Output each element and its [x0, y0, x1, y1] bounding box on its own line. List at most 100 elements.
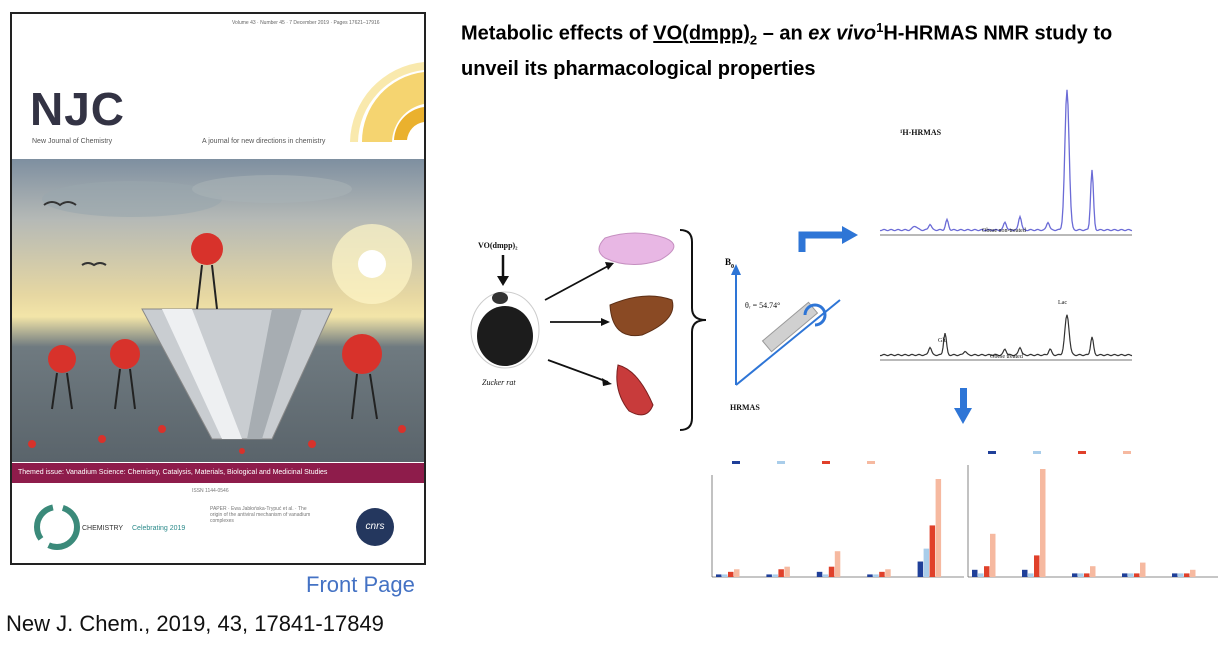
peak-glu-bottom: Glu	[938, 338, 947, 344]
hrmas-label: HRMAS	[730, 403, 760, 412]
rat-label: Zucker rat	[482, 378, 516, 387]
article-title: Metabolic effects of VO(dmpp)2 – an ex v…	[461, 13, 1221, 84]
spectrum-top-caption: Obese non-treated	[982, 228, 1026, 234]
arrow-to-muscle	[547, 359, 609, 383]
chart-bar	[1122, 573, 1128, 577]
chart-bar	[784, 566, 790, 577]
title-sup: 1	[876, 20, 884, 35]
legend-swatch	[822, 461, 830, 464]
chart-bar	[873, 574, 879, 577]
compound-label: VO(dmpp)₂	[478, 241, 518, 250]
brain-icon	[598, 232, 675, 265]
legend-swatch	[988, 451, 996, 454]
issn: ISSN 1144-0546	[192, 488, 229, 494]
theme-bar: Themed issue: Vanadium Science: Chemistr…	[12, 463, 424, 483]
muscle-icon	[616, 364, 654, 416]
legend-swatch	[867, 461, 875, 464]
chart-bar	[1040, 469, 1046, 577]
chart-bar	[778, 569, 784, 577]
title-part2: – an	[757, 22, 809, 45]
chart-bar	[1072, 573, 1078, 577]
journal-logo: NJC	[30, 83, 126, 135]
title-sub: 2	[749, 32, 758, 48]
chart-bar	[816, 571, 823, 577]
chart-bar	[1184, 573, 1190, 577]
title-ex-vivo: ex vivo	[808, 22, 877, 45]
arrow-to-brain	[544, 264, 611, 301]
chart-bar	[984, 566, 990, 577]
spectrum-top-title: ¹H-HRMAS	[900, 128, 942, 137]
chart-bar	[772, 574, 778, 577]
chart-bar	[1128, 573, 1134, 577]
chart-bar	[1178, 573, 1184, 577]
chart-bar	[822, 574, 829, 577]
title-line2: unveil its pharmacological properties	[461, 57, 816, 80]
legend-swatch	[1123, 451, 1131, 454]
rsc-celebrating: Celebrating 2019	[132, 525, 185, 532]
chart-bar	[1090, 566, 1096, 577]
citation: New J. Chem., 2019, 43, 17841-17849	[6, 611, 384, 636]
chart-bar	[879, 571, 885, 577]
chart-bar	[1140, 562, 1146, 577]
chart-bar	[1078, 573, 1084, 577]
title-compound: VO(dmpp)	[653, 22, 750, 45]
chart-bar	[867, 574, 873, 577]
angle-label: θᵣ = 54.74°	[745, 301, 780, 310]
chart-bar	[766, 574, 772, 577]
chart-bar	[1028, 573, 1034, 577]
spin-arrow-icon	[803, 303, 827, 327]
chart-bar	[1172, 573, 1178, 577]
down-arrow-head	[497, 276, 509, 286]
spectrum-bottom	[879, 314, 1133, 357]
cover-illustration	[28, 175, 412, 454]
spectrum-top	[879, 89, 1133, 232]
cover-photo	[12, 159, 424, 462]
cnrs-logo: cnrs	[356, 508, 394, 546]
chart-bar	[734, 569, 740, 577]
chart-bar	[1134, 573, 1140, 577]
legend-swatch	[1033, 451, 1041, 454]
cover-footer-note: PAPER · Ewa Jabłońska-Trypuć et al. · Th…	[210, 506, 311, 524]
chart-bar	[1190, 569, 1196, 577]
chart-bar	[1034, 555, 1040, 577]
bar-chart-left	[711, 461, 964, 578]
title-part1: Metabolic effects of	[461, 22, 654, 45]
chart-bar	[972, 569, 978, 577]
cover-header-line: Volume 43 · Number 45 · 7 December 2019 …	[232, 20, 380, 26]
chart-bar	[923, 548, 930, 577]
bar-chart-right	[967, 451, 1218, 578]
chart-bar	[722, 574, 728, 577]
organ-bracket	[679, 229, 707, 431]
sunburst-decoration	[350, 62, 424, 142]
legend-swatch	[1078, 451, 1086, 454]
curved-arrow-icon	[798, 231, 845, 252]
peak-lac-bottom: Lac	[1058, 300, 1067, 306]
chart-bar	[728, 571, 734, 577]
chart-bar	[935, 479, 942, 577]
legend-swatch	[777, 461, 785, 464]
chart-bar	[834, 551, 841, 577]
rsc-logo: CHEMISTRY Celebrating 2019	[32, 502, 192, 552]
rsc-text: CHEMISTRY	[82, 525, 123, 532]
front-page-label: Front Page	[306, 572, 415, 597]
rat-illustration	[470, 291, 540, 369]
chart-bar	[929, 525, 936, 577]
journal-name: New Journal of Chemistry	[32, 138, 113, 145]
chart-bar	[885, 569, 891, 577]
down-arrow-blue-shaft	[960, 388, 967, 410]
chart-bar	[1022, 569, 1028, 577]
down-arrow-blue-icon	[954, 408, 972, 424]
chart-bar	[978, 573, 984, 577]
journal-cover: Volume 43 · Number 45 · 7 December 2019 …	[10, 12, 426, 565]
peak-lac-top: Lac	[1060, 80, 1072, 82]
title-part3: H-HRMAS NMR study to	[883, 22, 1113, 45]
rotor-axis	[735, 299, 841, 386]
legend-swatch	[732, 461, 740, 464]
chart-bar	[990, 533, 996, 577]
graphical-abstract: VO(dmpp)₂ Zucker rat B0 θᵣ = 54.74° HRMA…	[470, 80, 1218, 578]
chart-bar	[828, 566, 835, 577]
chart-bar	[917, 561, 924, 577]
spectrum-bottom-caption: Obese treated	[990, 354, 1023, 360]
liver-icon	[609, 295, 674, 337]
chart-bar	[1084, 573, 1090, 577]
